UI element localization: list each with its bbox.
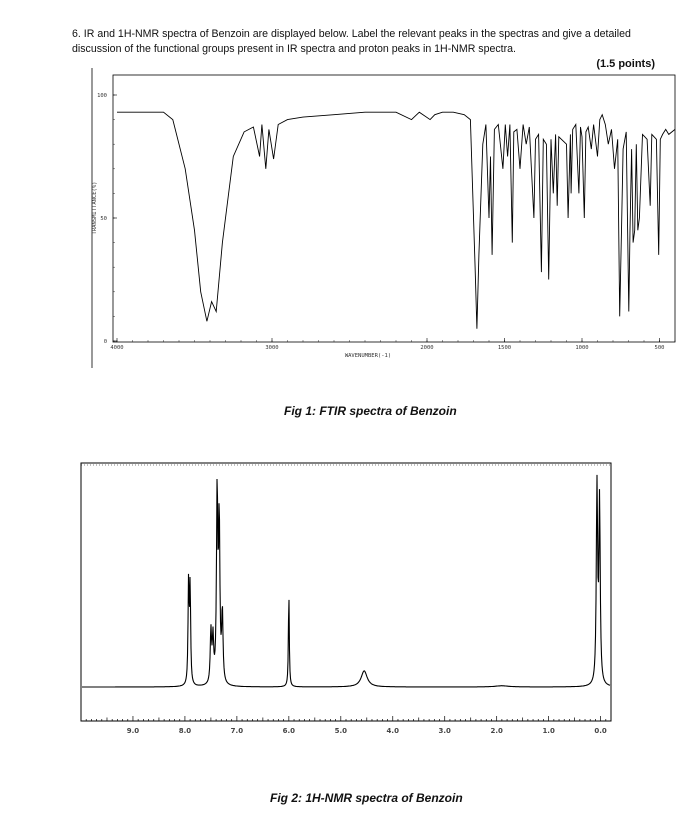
- nmr-x-tick-label: 4.0: [387, 727, 400, 735]
- nmr-x-tick-label: 0.0: [594, 727, 607, 735]
- ir-x-tick-label: 1000: [575, 345, 588, 351]
- nmr-x-tick-label: 2.0: [490, 727, 503, 735]
- question-points: (1.5 points): [596, 58, 655, 70]
- ir-y-tick-label: 0: [104, 339, 107, 345]
- ir-x-tick-label: 500: [655, 345, 665, 351]
- nmr-spectrum-chart: 9.0 8.0 7.0 6.0 5.0 4.0 3.0 2.0 1.0 0.0: [80, 462, 612, 735]
- nmr-x-tick-label: 3.0: [439, 727, 452, 735]
- nmr-spectrum-line: [82, 474, 611, 688]
- nmr-plot-frame: [80, 462, 612, 722]
- nmr-x-tick-label: 1.0: [542, 727, 555, 735]
- fig2-caption: Fig 2: 1H-NMR spectra of Benzoin: [270, 791, 463, 805]
- ir-x-tick-label: 4000: [110, 345, 123, 351]
- nmr-x-tick-label: 5.0: [335, 727, 348, 735]
- ir-x-axis-label: WAVENUMBER(-1): [345, 353, 391, 359]
- ir-x-tick-label: 2000: [420, 345, 433, 351]
- nmr-x-tick-label: 8.0: [179, 727, 192, 735]
- ir-spectrum-line: [117, 111, 676, 329]
- ir-x-tick-label: 3000: [265, 345, 278, 351]
- ir-y-tick-label: 100: [97, 93, 107, 99]
- ir-y-tick-label: 50: [100, 216, 107, 222]
- ir-x-tick-label: 1500: [498, 345, 511, 351]
- fig1-caption: Fig 1: FTIR spectra of Benzoin: [284, 404, 457, 418]
- nmr-x-tick-label: 6.0: [283, 727, 296, 735]
- ir-y-axis-label: TRANSMITTANCE(%): [92, 182, 98, 235]
- nmr-x-tick-label: 7.0: [231, 727, 244, 735]
- question-text: 6. IR and 1H-NMR spectra of Benzoin are …: [72, 28, 631, 55]
- nmr-x-tick-label: 9.0: [127, 727, 140, 735]
- ir-plot-frame: [112, 74, 676, 343]
